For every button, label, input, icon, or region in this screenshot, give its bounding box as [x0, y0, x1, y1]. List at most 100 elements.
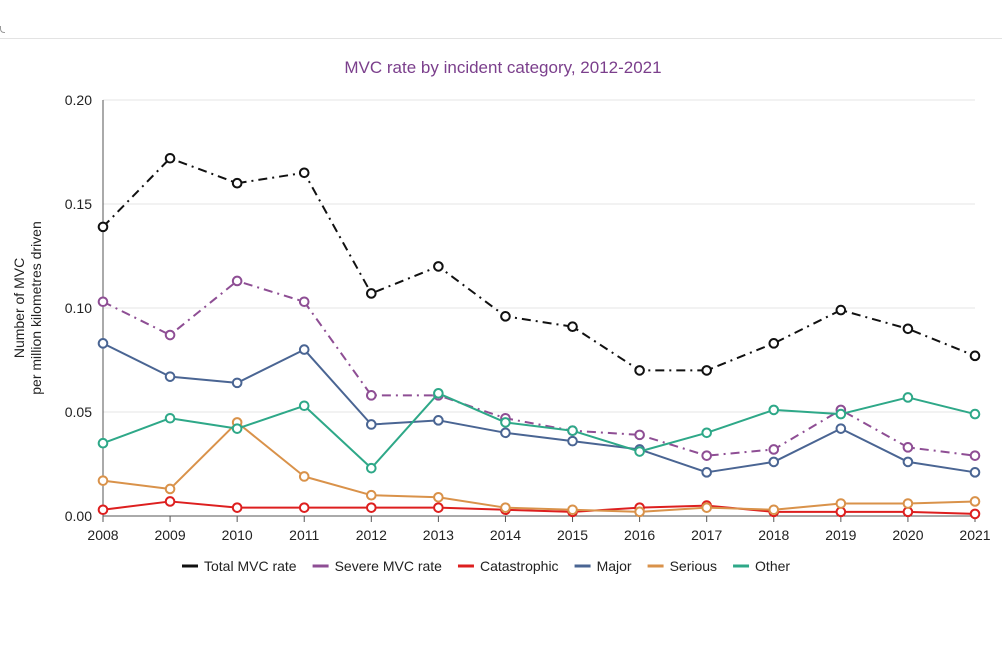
- x-tick-label: 2014: [490, 527, 521, 543]
- data-point: [366, 390, 377, 401]
- legend: Total MVC rate Severe MVC rate Catastrophi…: [182, 558, 790, 574]
- data-point: [298, 400, 310, 412]
- data-point: [835, 408, 847, 420]
- legend-item: Major: [574, 558, 632, 574]
- data-point: [298, 344, 310, 355]
- axes: 0.00 0.05 0.10 0.15 0.20 2008 2009 2010 2011 2012…: [65, 92, 991, 543]
- data-point: [298, 471, 310, 482]
- legend-label: Other: [755, 558, 790, 574]
- legend-item: Severe MVC rate: [312, 558, 443, 574]
- data-point: [634, 429, 645, 441]
- legend-label: Serious: [670, 558, 717, 574]
- x-tick-label: 2021: [959, 527, 990, 543]
- data-point: [969, 408, 981, 420]
- data-point: [902, 506, 914, 518]
- data-point: [835, 423, 847, 434]
- legend-item: Other: [733, 558, 790, 574]
- data-point: [97, 338, 109, 349]
- data-point: [567, 435, 578, 447]
- data-point: [231, 177, 243, 189]
- legend-label: Severe MVC rate: [335, 558, 443, 574]
- data-point: [433, 261, 444, 272]
- series-line: [102, 421, 976, 513]
- x-tick-label: 2013: [423, 527, 454, 543]
- series-line: [102, 342, 976, 474]
- data-point: [298, 167, 310, 179]
- chart-title: MVC rate by incident category, 2012-2021: [344, 58, 661, 77]
- data-point: [298, 502, 310, 513]
- data-point: [97, 296, 109, 308]
- data-point: [97, 437, 109, 449]
- data-point: [902, 323, 914, 335]
- data-point: [298, 296, 310, 308]
- series-line: [102, 392, 976, 470]
- y-tick-label: 0.15: [65, 196, 92, 212]
- x-tick-label: 2016: [624, 527, 655, 543]
- data-point: [701, 365, 712, 376]
- x-tick-label: 2012: [356, 527, 387, 543]
- data-point: [231, 275, 243, 287]
- y-axis-label-line: Number of MVC: [11, 258, 27, 358]
- data-point: [768, 404, 780, 416]
- y-axis-label-line: per million kilometres driven: [28, 221, 44, 395]
- legend-item: Total MVC rate: [182, 558, 297, 574]
- data-point: [164, 329, 176, 341]
- x-tick-label: 2009: [154, 527, 185, 543]
- data-point: [969, 496, 981, 507]
- y-tick-label: 0.05: [65, 404, 92, 420]
- x-tick-label: 2008: [87, 527, 118, 543]
- data-point: [835, 304, 847, 316]
- legend-label: Total MVC rate: [204, 558, 297, 574]
- data-point: [433, 387, 444, 399]
- data-point: [97, 475, 109, 486]
- legend-label: Catastrophic: [480, 558, 559, 574]
- data-point: [701, 450, 712, 461]
- data-point: [634, 446, 645, 457]
- y-tick-label: 0.00: [65, 508, 92, 524]
- data-point: [634, 365, 645, 376]
- data-point: [902, 442, 914, 453]
- data-point: [366, 462, 377, 474]
- series-line: [102, 279, 976, 457]
- data-point: [969, 350, 981, 362]
- data-point: [500, 311, 511, 322]
- series-other: [97, 387, 981, 474]
- data-point: [366, 502, 377, 513]
- top-divider: [0, 38, 1002, 39]
- data-point: [902, 456, 914, 468]
- data-point: [433, 415, 444, 426]
- data-point: [500, 427, 511, 439]
- data-point: [701, 502, 712, 513]
- series-catastrophic: [97, 496, 981, 520]
- y-tick-label: 0.10: [65, 300, 92, 316]
- data-point: [366, 419, 377, 430]
- data-point: [164, 483, 176, 495]
- data-point: [97, 221, 109, 233]
- data-point: [768, 504, 780, 516]
- x-tick-label: 2015: [557, 527, 588, 543]
- data-point: [231, 423, 243, 434]
- data-point: [500, 502, 511, 513]
- x-tick-label: 2010: [222, 527, 253, 543]
- data-point: [567, 504, 578, 516]
- legend-item: Serious: [647, 558, 717, 574]
- gridlines: [103, 99, 975, 413]
- x-tick-label: 2018: [758, 527, 789, 543]
- data-point: [164, 371, 176, 382]
- data-point: [231, 502, 243, 513]
- series-major: [97, 338, 981, 478]
- series-line: [102, 157, 976, 372]
- data-point: [366, 288, 377, 299]
- data-point: [567, 425, 578, 437]
- data-point: [433, 491, 444, 503]
- data-point: [835, 506, 847, 518]
- data-point: [969, 450, 981, 461]
- series-line: [102, 500, 976, 515]
- data-point: [768, 444, 780, 455]
- data-point: [768, 338, 780, 349]
- data-point: [902, 392, 914, 403]
- data-point: [768, 456, 780, 468]
- legend-label: Major: [597, 558, 632, 574]
- x-tick-label: 2019: [825, 527, 856, 543]
